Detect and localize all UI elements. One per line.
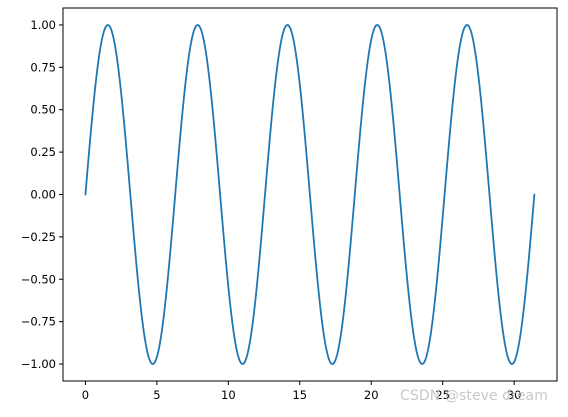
x-tick-label: 20	[364, 388, 379, 402]
x-tick-label: 5	[153, 388, 160, 402]
x-tick-label: 15	[292, 388, 307, 402]
x-tick-label: 0	[82, 388, 89, 402]
axes: 0 5 10 15 20 25 30 −1.00 −0.75 −0.50 −0.25 0.00 0.25…	[21, 7, 558, 402]
y-tick-label: −1.00	[21, 357, 56, 371]
series-line-0	[84, 24, 536, 365]
y-tick-label: −0.75	[21, 315, 56, 329]
x-tick-label: 10	[221, 388, 236, 402]
x-tick-label: 25	[435, 388, 450, 402]
watermark-text: CSDN @steve dream	[400, 388, 548, 404]
y-tick-label: −0.50	[21, 272, 56, 286]
y-tick-label: 0.00	[30, 188, 56, 202]
y-tick-label: 1.00	[30, 18, 56, 32]
x-tick-label: 30	[507, 388, 522, 402]
plot-area	[84, 24, 536, 365]
y-tick-label: 0.75	[30, 60, 56, 74]
y-tick-label: 0.25	[30, 145, 56, 159]
y-tick-label: 0.50	[30, 103, 56, 117]
y-tick-label: −0.25	[21, 230, 56, 244]
